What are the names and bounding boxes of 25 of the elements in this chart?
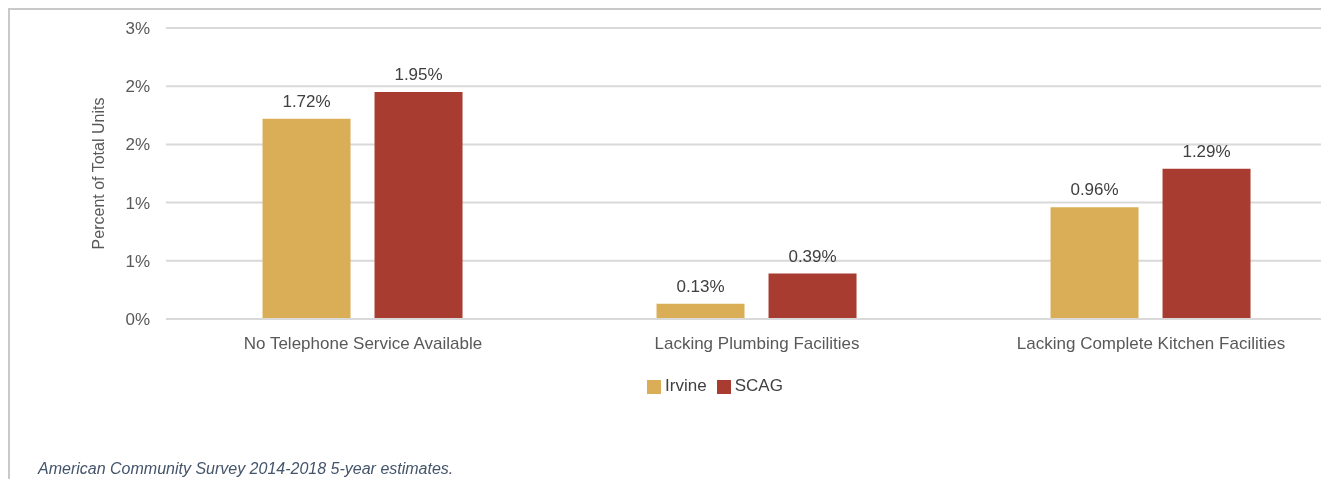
text: American Community Survey 2014-2018 5-year estimates.: [38, 460, 454, 478]
bar: [656, 303, 745, 319]
data-label: 1.29%: [1182, 141, 1231, 161]
legend-label: Irvine: [665, 376, 707, 395]
x-tick-label: Lacking Plumbing Facilities: [654, 334, 860, 354]
y-tick-label: 1%: [125, 251, 150, 271]
data-label: 0.13%: [676, 276, 725, 296]
y-tick-label: 1%: [125, 193, 150, 213]
y-tick-label: 2%: [125, 135, 150, 155]
y-tick-label: 2%: [125, 77, 150, 97]
bar: [1162, 168, 1251, 319]
bar: [374, 92, 463, 319]
data-label: 1.95%: [394, 65, 443, 85]
y-axis-title: Percent of Total Units: [90, 97, 108, 250]
data-label: 0.96%: [1070, 180, 1119, 200]
y-tick-label: 0%: [125, 310, 150, 330]
x-tick-label: Lacking Complete Kitchen Facilities: [1016, 334, 1286, 354]
x-tick-label: No Telephone Service Available: [243, 334, 483, 354]
bar: [262, 118, 351, 319]
data-label: 0.39%: [788, 246, 837, 266]
data-label: 1.72%: [282, 91, 331, 111]
bar: [1050, 207, 1139, 319]
legend-label: SCAG: [734, 376, 783, 395]
bar: [768, 273, 857, 319]
y-tick-label: 3%: [125, 19, 150, 39]
